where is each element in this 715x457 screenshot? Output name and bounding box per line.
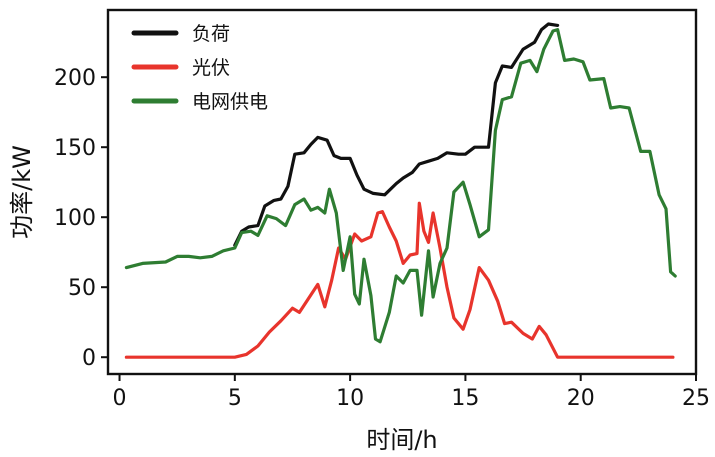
x-tick-label: 25 <box>682 386 710 411</box>
legend-label-0: 负荷 <box>192 23 230 45</box>
x-tick-label: 15 <box>451 386 479 411</box>
series-line-1 <box>124 201 675 359</box>
x-tick-label: 10 <box>336 386 364 411</box>
x-tick-label: 5 <box>228 386 242 411</box>
y-tick-label: 150 <box>54 136 96 161</box>
series-line-2 <box>124 28 677 344</box>
legend-label-2: 电网供电 <box>192 91 268 113</box>
y-tick-label: 200 <box>54 66 96 91</box>
x-axis-label: 时间/h <box>366 426 437 454</box>
x-tick-label: 20 <box>567 386 595 411</box>
y-axis-label: 功率/kW <box>8 145 36 239</box>
x-axis: 0 5 10 15 20 25 <box>113 374 710 411</box>
y-tick-label: 0 <box>82 346 96 371</box>
series-line-0 <box>233 22 560 247</box>
y-axis: 0 50 100 150 200 <box>54 66 108 371</box>
series-layer <box>124 22 677 359</box>
y-tick-label: 100 <box>54 206 96 231</box>
x-tick-label: 0 <box>113 386 127 411</box>
plot-frame <box>106 8 698 376</box>
y-tick-label: 50 <box>68 276 96 301</box>
legend-label-1: 光伏 <box>192 57 230 79</box>
